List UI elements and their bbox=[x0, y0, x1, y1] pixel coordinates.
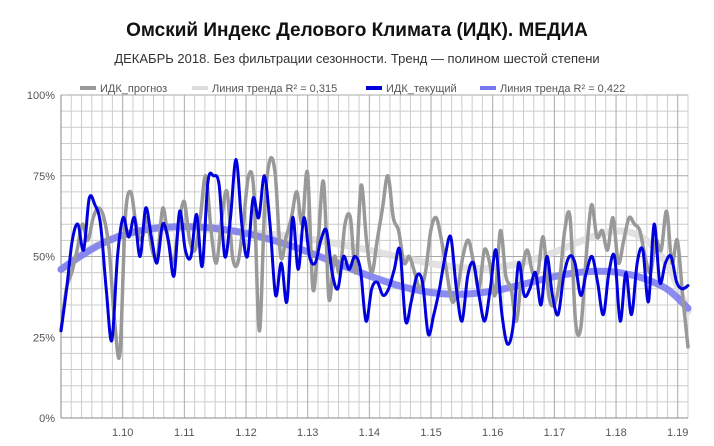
x-tick-label: 1.17 bbox=[544, 427, 565, 439]
grid-minor bbox=[61, 95, 689, 418]
chart-subtitle: ДЕКАБРЬ 2018. Без фильтрации сезонности.… bbox=[114, 51, 599, 66]
x-tick-label: 1.18 bbox=[605, 427, 626, 439]
y-tick-label: 25% bbox=[33, 332, 55, 344]
x-tick-label: 1.19 bbox=[667, 427, 688, 439]
legend: ИДК_прогноз Линия тренда R² = 0,315 ИДК_… bbox=[80, 83, 625, 95]
y-tick-label: 75% bbox=[33, 171, 55, 183]
x-tick-label: 1.14 bbox=[359, 427, 380, 439]
grid-major bbox=[60, 94, 688, 419]
y-axis-ticks: 0% 25% 50% 75% 100% bbox=[27, 90, 55, 425]
legend-label-forecast: ИДК_прогноз bbox=[100, 83, 167, 95]
y-tick-label: 50% bbox=[33, 252, 55, 264]
y-tick-label: 0% bbox=[39, 413, 55, 425]
x-tick-label: 1.10 bbox=[112, 427, 133, 439]
x-tick-label: 1.13 bbox=[297, 427, 318, 439]
series-layer bbox=[57, 155, 692, 360]
x-tick-label: 1.15 bbox=[420, 427, 441, 439]
chart-title: Омский Индекс Делового Климата (ИДК). МЕ… bbox=[126, 20, 588, 41]
x-tick-label: 1.16 bbox=[482, 427, 503, 439]
legend-label-trend-2: Линия тренда R² = 0,422 bbox=[500, 83, 625, 95]
x-tick-label: 1.11 bbox=[174, 427, 195, 439]
legend-label-trend-1: Линия тренда R² = 0,315 bbox=[212, 83, 337, 95]
x-axis-ticks: 1.10 1.11 1.12 1.13 1.14 1.15 1.16 1.17 1.18 1.19 bbox=[112, 427, 688, 439]
series-line-current bbox=[59, 158, 690, 346]
legend-label-current: ИДК_текущий bbox=[386, 83, 457, 95]
series-line-forecast bbox=[59, 155, 690, 360]
y-tick-label: 100% bbox=[27, 90, 55, 102]
x-tick-label: 1.12 bbox=[235, 427, 256, 439]
